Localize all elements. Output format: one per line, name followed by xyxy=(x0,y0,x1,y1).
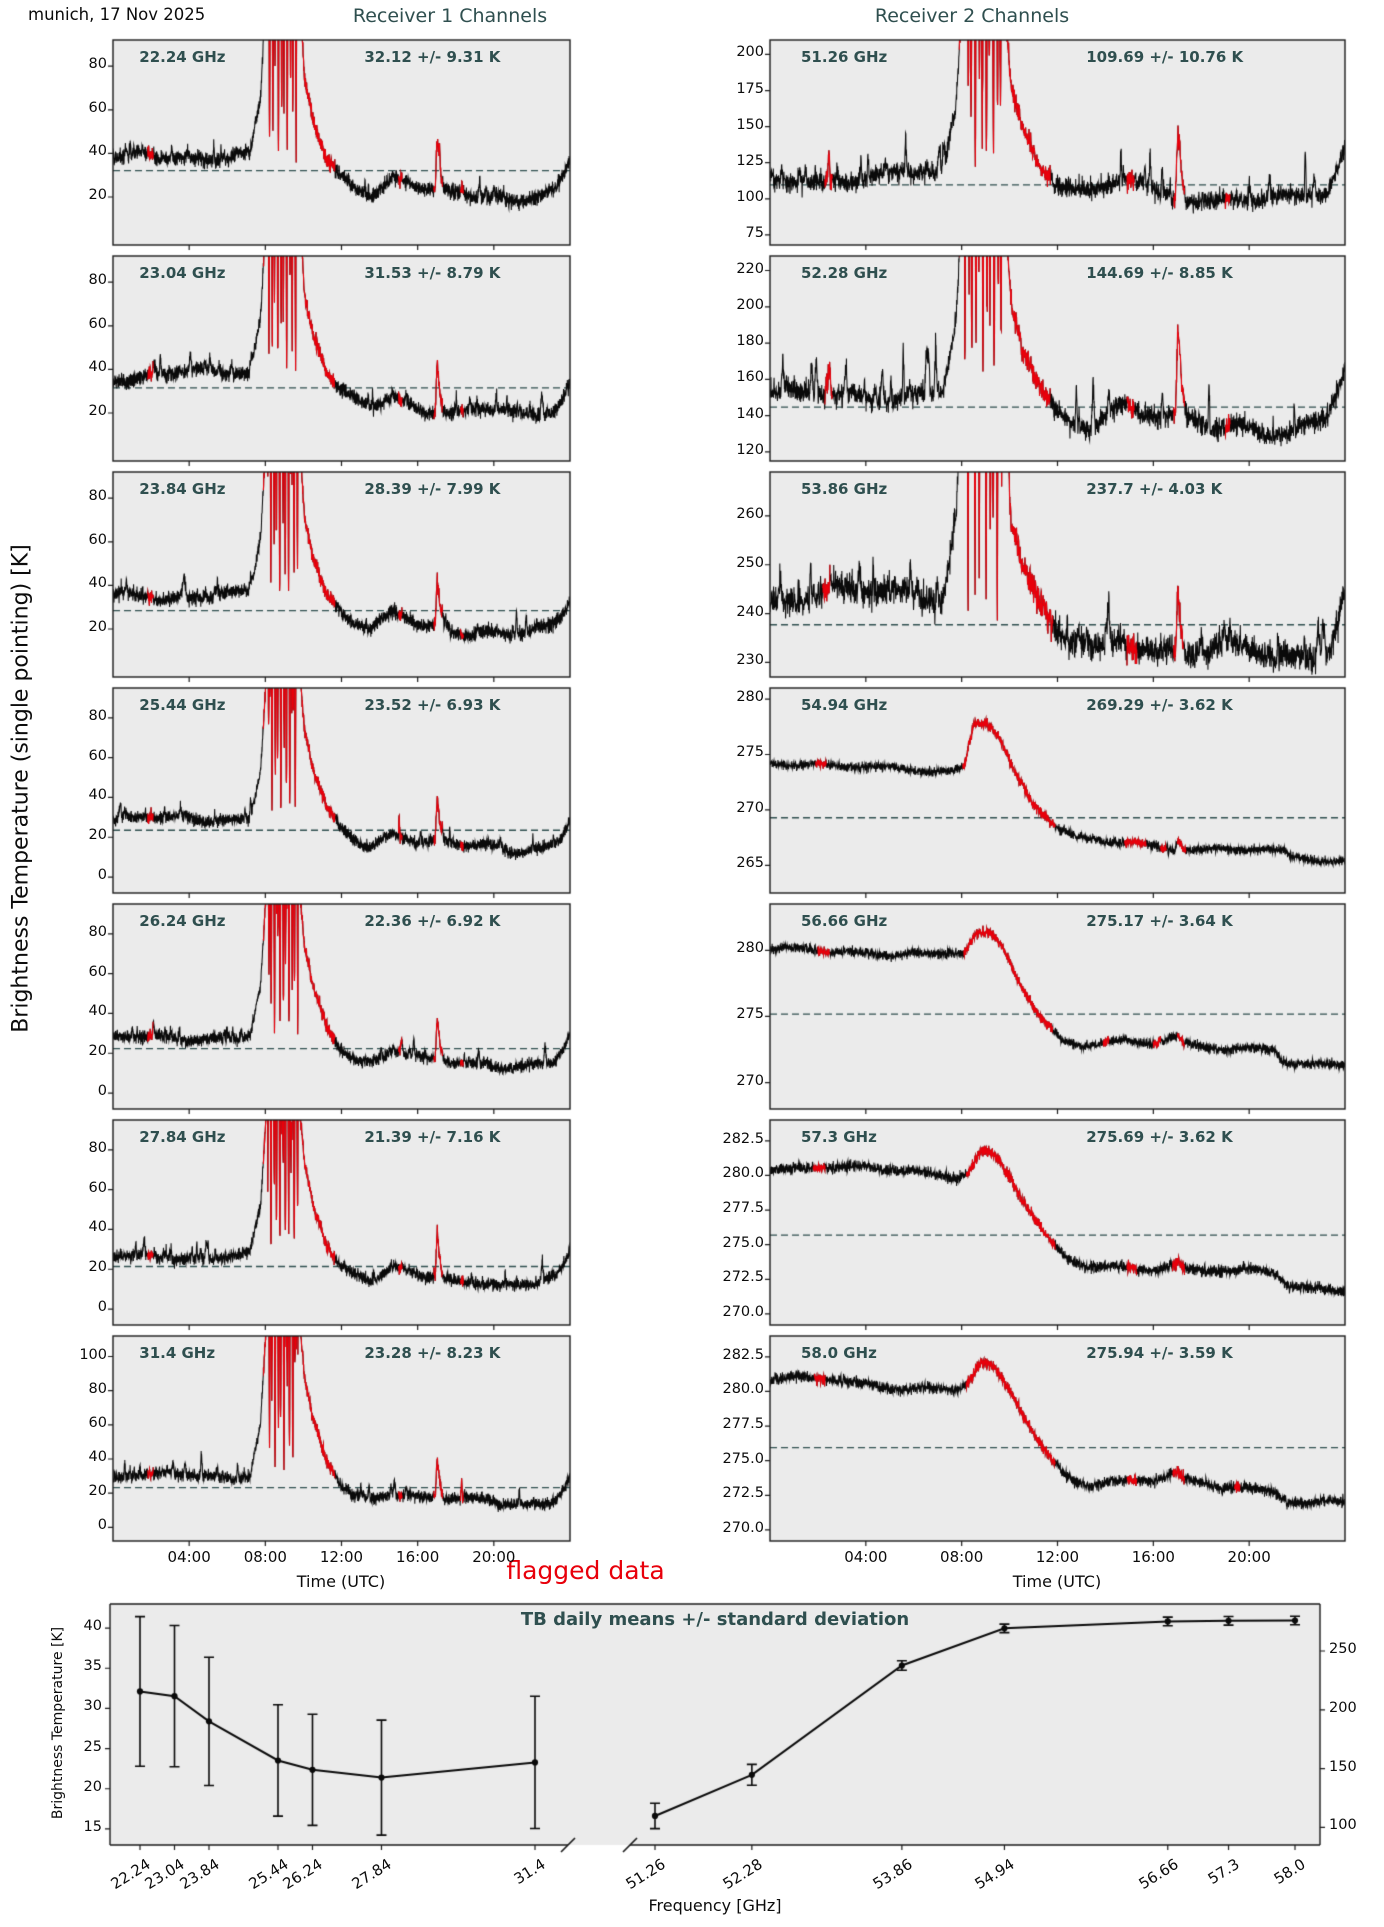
plots-canvas xyxy=(0,0,1384,1927)
radiometer-figure: munich, 17 Nov 2025 Receiver 1 Channels … xyxy=(0,0,1384,1927)
